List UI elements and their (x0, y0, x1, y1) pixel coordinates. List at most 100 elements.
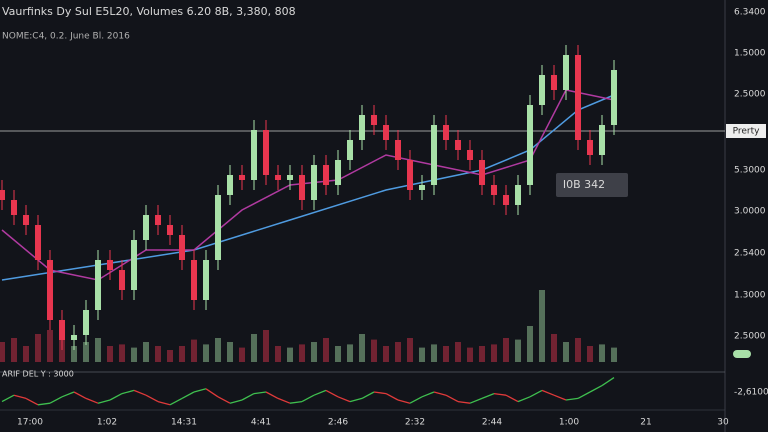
candle-body (47, 260, 53, 320)
candle-body (227, 175, 233, 195)
volume-bar (599, 344, 605, 362)
time-axis-label: 4:41 (251, 418, 271, 428)
oscillator-segment (169, 397, 183, 406)
candle-body (479, 160, 485, 185)
volume-bar (539, 290, 545, 362)
oscillator-segment (1, 394, 15, 403)
volume-bar (611, 347, 617, 362)
volume-bar (83, 342, 89, 362)
time-axis-label: 21 (640, 418, 651, 428)
oscillator-segment (469, 397, 483, 404)
oscillator-segment (277, 397, 291, 404)
volume-bar (299, 344, 305, 362)
volume-bar (107, 346, 113, 362)
candle-body (107, 260, 113, 270)
oscillator-segment (433, 391, 447, 396)
volume-bar (179, 346, 185, 362)
header-subtitle: NOME:C4, 0.2. June Bl. 2016 (2, 32, 130, 42)
candle-body (0, 190, 5, 200)
time-axis-label: 1:00 (559, 418, 579, 428)
volume-bar (491, 344, 497, 362)
oscillator-segment (505, 394, 519, 403)
oscillator-segment (205, 388, 219, 398)
candle-body (419, 185, 425, 190)
oscillator-segment (385, 393, 399, 401)
candle-body (275, 175, 281, 180)
time-axis-label: 30 (717, 418, 729, 428)
time-axis-label: 2:32 (405, 418, 425, 428)
volume-bar (335, 346, 341, 362)
oscillator-segment (409, 396, 423, 404)
volume-bar (443, 346, 449, 362)
price-axis-label: 3.0000 (734, 207, 766, 217)
oscillator-segment (133, 389, 147, 396)
candle-body (239, 175, 245, 180)
volume-bar (191, 339, 197, 362)
volume-bar (347, 344, 353, 362)
candle-body (263, 130, 269, 175)
volume-bar (311, 342, 317, 362)
candle-body (59, 320, 65, 340)
candle-body (551, 75, 557, 90)
volume-bar (35, 334, 41, 362)
oscillator-segment (361, 391, 375, 399)
oscillator-segment (181, 391, 195, 399)
candle-body (395, 140, 401, 160)
volume-bar (395, 342, 401, 362)
oscillator-segment (253, 391, 267, 395)
oscillator-segment (349, 397, 363, 403)
volume-bar (383, 346, 389, 362)
candle-body (299, 175, 305, 200)
price-axis-label: 1.3000 (734, 291, 766, 301)
oscillator-segment (601, 377, 615, 387)
candle-body (515, 185, 521, 205)
volume-bar (419, 347, 425, 362)
time-axis-label: 14:31 (171, 418, 197, 428)
volume-bar (131, 347, 137, 362)
candle-body (587, 140, 593, 155)
volume-bar (23, 346, 29, 362)
oscillator-segment (241, 393, 255, 401)
volume-bar (359, 334, 365, 362)
candle-body (383, 125, 389, 140)
candle-body (251, 130, 257, 180)
candle-body (179, 235, 185, 260)
volume-bar (431, 344, 437, 362)
volume-bar (47, 330, 53, 362)
crosshair-tag-box (726, 124, 766, 138)
candle-body (167, 225, 173, 235)
candle-body (563, 55, 569, 90)
oscillator-segment (145, 394, 159, 403)
volume-bar (575, 338, 581, 362)
oscillator-segment (541, 389, 555, 396)
oscillator-segment (121, 389, 135, 395)
candle-body (131, 240, 137, 290)
oscillator-segment (265, 391, 279, 399)
oscillator-segment (49, 396, 63, 404)
price-axis-label: 6.3400 (734, 8, 766, 18)
oscillator-segment (109, 393, 123, 401)
oscillator-segment (529, 389, 543, 398)
oscillator-segment (325, 389, 339, 398)
candle-body (311, 165, 317, 200)
oscillator-segment (289, 400, 303, 404)
candle-body (347, 140, 353, 160)
volume-bar (203, 344, 209, 362)
volume-bar (155, 346, 161, 362)
price-axis-label: 5.3000 (734, 166, 766, 176)
volume-bar (407, 338, 413, 362)
volume-bar (263, 330, 269, 362)
volume-bar (227, 342, 233, 362)
oscillator-segment (589, 385, 603, 393)
candle-body (527, 105, 533, 185)
indicator-label: ARIF DEL Y : 3000 (2, 370, 74, 379)
volume-bar (71, 346, 77, 362)
volume-bar (455, 342, 461, 362)
volume-bar (119, 344, 125, 362)
candle-body (83, 310, 89, 335)
volume-bar (239, 347, 245, 362)
time-axis-label: 2:44 (482, 418, 502, 428)
oscillator-segment (229, 399, 243, 404)
oscillator-segment (61, 391, 75, 398)
indicator-pill (733, 350, 751, 358)
